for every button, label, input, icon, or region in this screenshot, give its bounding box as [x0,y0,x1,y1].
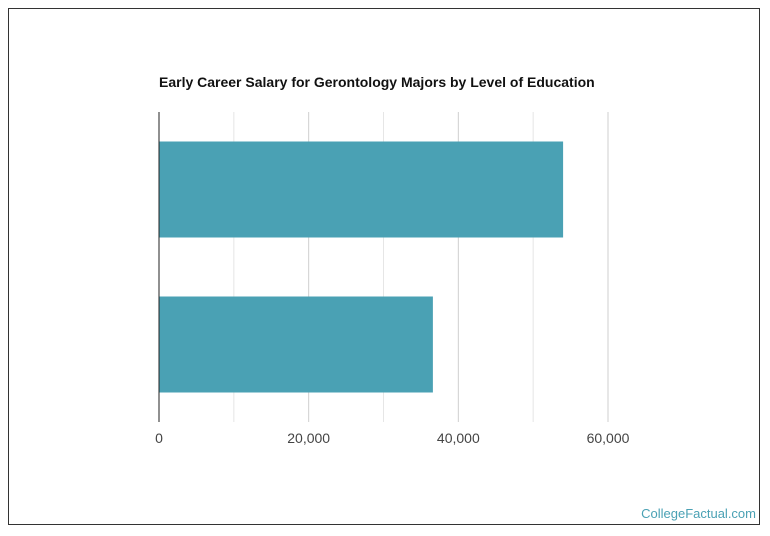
x-tick-label: 20,000 [287,430,330,446]
chart-title: Early Career Salary for Gerontology Majo… [159,74,595,90]
x-tick-label: 0 [155,430,163,446]
bars [159,141,564,393]
bar-1[interactable] [159,141,564,238]
x-tick-label: 60,000 [587,430,630,446]
collegefactual-watermark[interactable]: CollegeFactual.com [641,506,756,521]
bar-2[interactable] [159,296,433,393]
x-axis-ticks: 0 20,000 40,000 60,000 [155,430,630,446]
x-tick-label: 40,000 [437,430,480,446]
